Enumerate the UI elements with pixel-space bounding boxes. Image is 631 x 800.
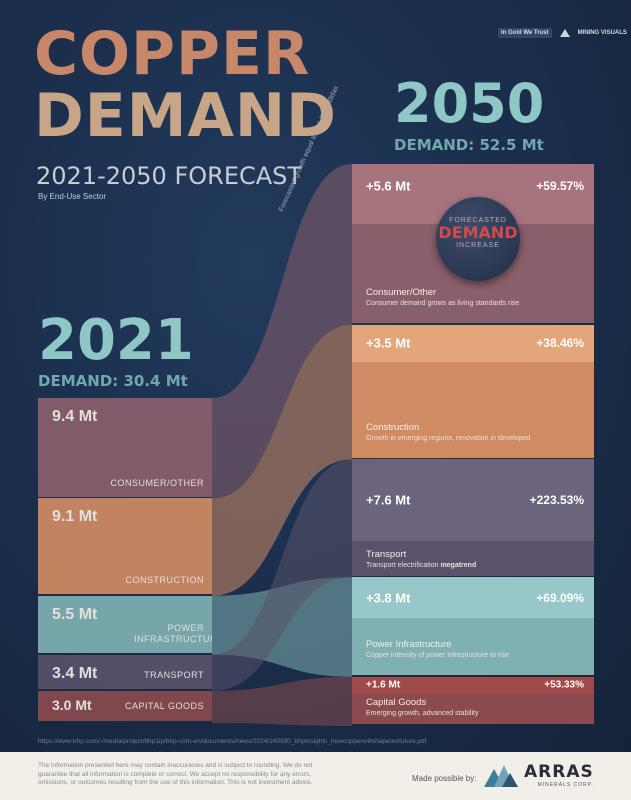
title-line-1: COPPER bbox=[34, 19, 311, 89]
band-2050-power: +3.8 Mt +69.09% Power Infrastructure Copper… bbox=[352, 577, 594, 676]
segment-2021-label: CONSTRUCTION bbox=[125, 575, 204, 586]
arras-mountain-icon bbox=[484, 765, 518, 787]
segment-2021-transport: 3.4 Mt TRANSPORT bbox=[38, 654, 212, 690]
increase-percent: +59.57% bbox=[536, 179, 584, 193]
flow-ribbon-construction bbox=[212, 324, 352, 596]
band-2050-construction: +3.5 Mt +38.46% Construction Growth in emer… bbox=[352, 324, 594, 458]
sponsor-subtitle: MINERALS CORP. bbox=[537, 782, 594, 788]
segment-2021-label: POWER INFRASTRUCTURE bbox=[134, 623, 212, 645]
increase-bar-construction: +3.5 Mt +38.46% bbox=[352, 324, 594, 363]
band-name: Construction bbox=[366, 421, 420, 433]
increase-percent: +69.09% bbox=[536, 590, 584, 605]
increase-bar-transport: +7.6 Mt +223.53% bbox=[352, 459, 594, 541]
demand-increase-badge: FORECASTED DEMAND INCREASE bbox=[436, 197, 520, 281]
publisher-logos: In Gold We Trust MINING VISUALS bbox=[498, 28, 627, 38]
increase-percent: +223.53% bbox=[529, 493, 584, 508]
band-name: Consumer/Other bbox=[366, 287, 437, 299]
year-2050-heading: 2050 bbox=[394, 72, 545, 135]
flow-ribbon-transport bbox=[212, 459, 352, 691]
band-name: Transport bbox=[366, 548, 407, 560]
increase-percent: +53.33% bbox=[544, 679, 584, 691]
increase-value: +5.6 Mt bbox=[366, 178, 411, 194]
band-description: Transport electrification megatrend bbox=[366, 561, 477, 569]
badge-line-1: FORECASTED bbox=[449, 217, 507, 224]
title-line-2: DEMAND bbox=[34, 81, 337, 151]
year-2021-heading: 2021 bbox=[38, 308, 194, 373]
band-name: Capital Goods bbox=[366, 697, 427, 709]
band-2050-capital: +1.6 Mt +53.33% Capital Goods Emerging grow… bbox=[352, 676, 594, 725]
band-description-emphasis: megatrend bbox=[438, 561, 477, 569]
increase-value: +1.6 Mt bbox=[366, 679, 401, 691]
sponsor-logo: ARRAS MINERALS CORP. bbox=[484, 762, 594, 788]
sponsor-name: ARRAS bbox=[524, 762, 594, 782]
increase-bar-capital: +1.6 Mt +53.33% bbox=[352, 676, 594, 694]
mining-visuals-icon bbox=[559, 29, 570, 37]
band-description: Growth in emerging regions, renovation i… bbox=[366, 434, 531, 442]
band-description: Emerging growth, advanced stability bbox=[366, 710, 479, 718]
segment-2021-label: CAPITAL GOODS bbox=[124, 701, 204, 712]
source-link[interactable]: https://www.bhp.com/-/media/project/bhp1… bbox=[38, 738, 427, 745]
in-gold-we-trust-logo: In Gold We Trust bbox=[498, 28, 552, 38]
band-2050-transport: +7.6 Mt +223.53% Transport Transport electr… bbox=[352, 459, 594, 576]
mining-visuals-logo: MINING VISUALS bbox=[577, 30, 627, 36]
subtitle: 2021-2050 FORECAST bbox=[36, 162, 303, 190]
demand-2021: DEMAND: 30.4 Mt bbox=[38, 372, 188, 390]
band-description: Consumer demand grows as living standard… bbox=[366, 300, 520, 308]
chart-area: COPPER DEMAND 2021-2050 FORECAST By End-… bbox=[0, 0, 631, 752]
segment-2021-label: CONSUMER/OTHER bbox=[110, 477, 204, 488]
increase-value: +3.5 Mt bbox=[366, 335, 411, 351]
badge-line-3: INCREASE bbox=[456, 242, 500, 249]
increase-bar-power: +3.8 Mt +69.09% bbox=[352, 577, 594, 618]
made-by-label: Made possible by: bbox=[412, 774, 477, 783]
flow-ribbon-capital bbox=[212, 676, 352, 726]
badge-line-2: DEMAND bbox=[438, 223, 518, 242]
increase-value: +7.6 Mt bbox=[366, 492, 411, 508]
demand-2050: DEMAND: 52.5 Mt bbox=[394, 136, 544, 154]
segment-2021-value: 3.0 Mt bbox=[52, 696, 92, 713]
band-description: Copper intensity of power infrastructure… bbox=[366, 652, 510, 660]
flow-ribbon-consumer bbox=[212, 164, 352, 499]
segment-2021-value: 9.1 Mt bbox=[52, 508, 98, 526]
by-sector-caption: By End-Use Sector bbox=[38, 192, 107, 201]
band-name: Power Infrastructure bbox=[366, 639, 452, 651]
segment-2021-power: 5.5 Mt POWER INFRASTRUCTURE bbox=[38, 595, 212, 654]
increase-value: +3.8 Mt bbox=[366, 590, 411, 606]
segment-2021-value: 9.4 Mt bbox=[52, 408, 98, 425]
segment-2021-value: 5.5 Mt bbox=[52, 605, 98, 623]
flow-ribbons bbox=[212, 164, 533, 726]
segment-2021-consumer: 9.4 Mt CONSUMER/OTHER bbox=[38, 398, 212, 497]
segment-2021-label: TRANSPORT bbox=[144, 670, 204, 681]
segment-2021-construction: 9.1 Mt CONSTRUCTION bbox=[38, 498, 212, 595]
segment-2021-value: 3.4 Mt bbox=[52, 664, 98, 682]
segment-2021-capital: 3.0 Mt CAPITAL GOODS bbox=[38, 690, 212, 722]
increase-percent: +38.46% bbox=[536, 336, 584, 351]
footer: The information presented here may conta… bbox=[0, 752, 631, 800]
disclaimer: The information presented here may conta… bbox=[38, 762, 313, 786]
